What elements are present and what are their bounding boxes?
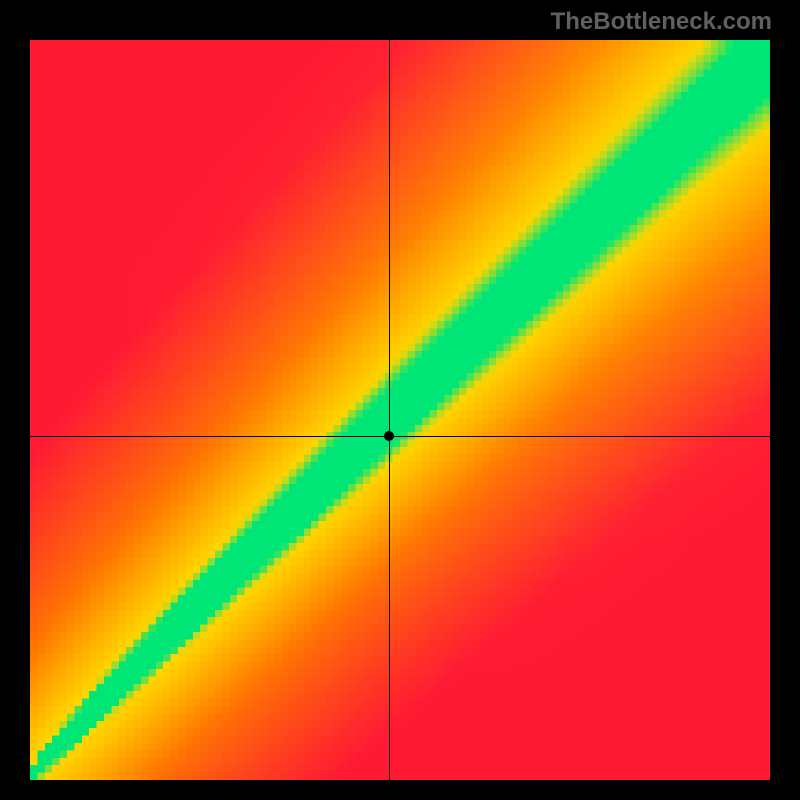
crosshair-marker: [384, 431, 394, 441]
watermark-text: TheBottleneck.com: [551, 8, 772, 36]
crosshair-horizontal: [30, 436, 770, 437]
crosshair-vertical: [389, 40, 390, 780]
heatmap-plot-area: [30, 40, 770, 780]
heatmap-canvas: [30, 40, 770, 780]
